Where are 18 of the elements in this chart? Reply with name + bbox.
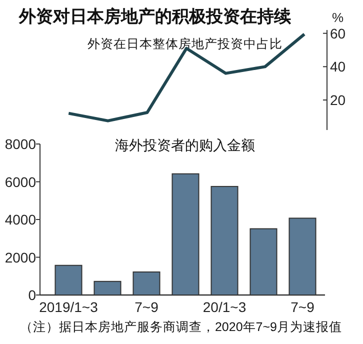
y-tick-label: 20 bbox=[330, 92, 346, 108]
x-tick-label: 2019/1~3 bbox=[39, 299, 98, 315]
y-tick-label: 40 bbox=[330, 58, 346, 75]
text: （注）据日本房地产服务商调查，2020年7~9月为速报值 bbox=[20, 319, 342, 334]
chart-title: 外资对日本房地产的积极投资在持续 bbox=[18, 7, 292, 26]
y-tick-label: 60 bbox=[330, 25, 346, 42]
y-tick-label: 2000 bbox=[4, 249, 36, 266]
text: 外资在日本整体房地产投资中占比 bbox=[88, 36, 282, 51]
y-tick-label: 0 bbox=[28, 287, 36, 303]
x-tick-label: 7~9 bbox=[290, 299, 315, 315]
x-tick-label: 7~9 bbox=[134, 299, 159, 315]
y-tick-label: 6000 bbox=[4, 174, 36, 190]
y-tick-label: 8000 bbox=[4, 136, 36, 152]
y-tick-label: 4000 bbox=[4, 212, 36, 228]
chart-title: 海外投资者的购入金额 bbox=[115, 137, 255, 153]
x-tick-label: 20/1~3 bbox=[202, 299, 246, 315]
y-axis-title: % bbox=[332, 10, 344, 25]
line-series bbox=[67, 32, 306, 122]
